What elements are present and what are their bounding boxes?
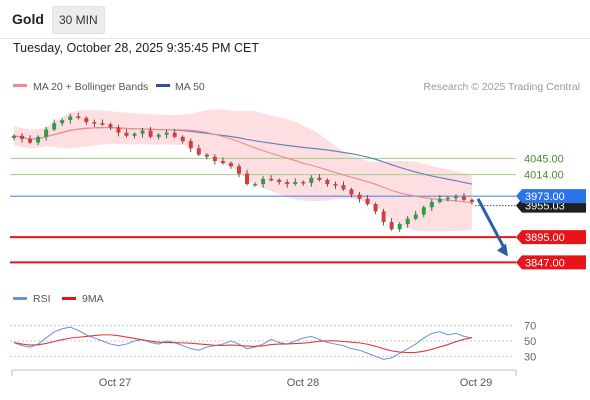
candle-body xyxy=(132,133,137,136)
ma20-legend-label: MA 20 + Bollinger Bands xyxy=(33,81,148,93)
candle-body xyxy=(413,214,418,219)
candle-body xyxy=(180,136,185,142)
candle-body xyxy=(261,178,266,185)
candle-body xyxy=(381,211,386,222)
pivot-level-tag-text: 3973.00 xyxy=(525,191,565,203)
candle-body xyxy=(317,177,322,180)
ma50-legend-label: MA 50 xyxy=(175,81,205,93)
support-level-tag: 3895.00 xyxy=(516,230,586,245)
candle-body xyxy=(421,207,426,215)
candle-body xyxy=(341,185,346,190)
candle-body xyxy=(269,178,274,181)
rsi-ma-legend-label: 9MA xyxy=(82,293,104,305)
bollinger-band xyxy=(14,109,472,232)
candle-body xyxy=(301,182,306,184)
candle-body xyxy=(470,199,474,202)
rsi-legend-label: RSI xyxy=(33,293,51,305)
candle-body xyxy=(228,163,233,167)
timeframe-button[interactable]: 30 MIN xyxy=(52,6,105,34)
instrument-name: Gold xyxy=(12,11,44,27)
candle-body xyxy=(12,135,16,138)
candle-body xyxy=(76,116,81,118)
candle-body xyxy=(277,179,282,182)
candle-body xyxy=(140,130,145,134)
support-level-tag-text: 3847.00 xyxy=(525,257,565,269)
candle-body xyxy=(285,182,290,185)
x-tick-label: Oct 28 xyxy=(287,377,319,389)
candle-body xyxy=(84,117,89,123)
support-level-tag-text: 3895.00 xyxy=(525,232,565,244)
resistance-level-label: 4045.00 xyxy=(524,153,564,165)
candle-body xyxy=(44,129,49,137)
candle-body xyxy=(429,201,434,208)
rsi-tick-label: 50 xyxy=(524,336,536,348)
candle-body xyxy=(253,184,258,186)
ma20-line xyxy=(13,127,473,204)
candle-body xyxy=(397,224,402,230)
pivot-level-tag-bg xyxy=(516,189,586,204)
candle-body xyxy=(245,173,250,185)
candle-body xyxy=(333,184,338,186)
candle-body xyxy=(52,123,57,130)
candle-body xyxy=(116,127,121,133)
candle-body xyxy=(148,130,153,137)
candle-body xyxy=(156,134,161,137)
candle-body xyxy=(36,136,41,143)
candle-body xyxy=(196,148,201,155)
rsi-tick-label: 30 xyxy=(524,351,536,363)
support-level-tag-bg xyxy=(516,255,586,270)
ma20-legend-swatch xyxy=(13,84,27,87)
candle-body xyxy=(349,189,354,195)
candle-body xyxy=(124,132,129,136)
rsi-line xyxy=(13,326,473,360)
candle-body xyxy=(212,156,217,161)
forecast-arrow-head xyxy=(497,243,508,257)
candle-body xyxy=(365,198,370,205)
candle-body xyxy=(204,154,209,157)
datetime-label: Tuesday, October 28, 2025 9:35:45 PM CET xyxy=(13,41,259,55)
candle-body xyxy=(236,166,241,174)
current-price-tag-text: 3955.03 xyxy=(525,201,565,213)
candle-body xyxy=(357,194,362,199)
candle-body xyxy=(453,196,458,199)
pivot-level-tag: 3973.00 xyxy=(516,189,586,204)
candle-body xyxy=(100,123,105,125)
candle-body xyxy=(68,116,73,121)
x-tick-label: Oct 27 xyxy=(99,377,131,389)
rsi-ma-legend-swatch xyxy=(62,297,76,300)
candle-body xyxy=(293,182,298,185)
rsi-legend-swatch xyxy=(13,297,27,300)
forecast-arrow-shaft xyxy=(476,198,507,251)
support-level-tag-bg xyxy=(516,230,586,245)
support-level-tag: 3847.00 xyxy=(516,255,586,270)
candle-body xyxy=(188,141,193,149)
candle-body xyxy=(309,177,314,184)
candle-body xyxy=(172,132,177,137)
candle-body xyxy=(164,132,169,135)
ma50-legend-swatch xyxy=(156,84,170,87)
candle-body xyxy=(389,221,394,230)
credit-text: Research © 2025 Trading Central xyxy=(423,81,580,93)
candle-body xyxy=(92,122,97,124)
candle-body xyxy=(220,161,225,164)
top-bar: Gold 30 MIN xyxy=(0,0,590,39)
x-tick-label: Oct 29 xyxy=(460,377,492,389)
rsi-ma-line xyxy=(13,334,473,354)
candle-body xyxy=(325,179,330,185)
candle-body xyxy=(108,124,113,128)
candle-body xyxy=(373,204,378,212)
resistance-level-label: 4014.00 xyxy=(524,170,564,182)
rsi-tick-label: 70 xyxy=(524,321,536,333)
candle-body xyxy=(60,120,65,124)
candle-body xyxy=(445,197,450,200)
candle-body xyxy=(437,198,442,202)
candle-body xyxy=(20,135,25,139)
candle-body xyxy=(405,218,410,224)
candle-body xyxy=(28,138,33,143)
candle-body xyxy=(461,196,466,200)
